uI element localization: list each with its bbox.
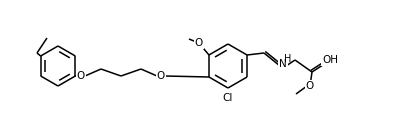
- Text: O: O: [194, 38, 202, 48]
- Text: O: O: [305, 81, 313, 91]
- Text: O: O: [156, 71, 165, 81]
- Text: H: H: [284, 54, 291, 64]
- Text: Cl: Cl: [222, 93, 232, 103]
- Text: N: N: [279, 59, 286, 69]
- Text: O: O: [77, 71, 85, 81]
- Text: OH: OH: [321, 55, 337, 65]
